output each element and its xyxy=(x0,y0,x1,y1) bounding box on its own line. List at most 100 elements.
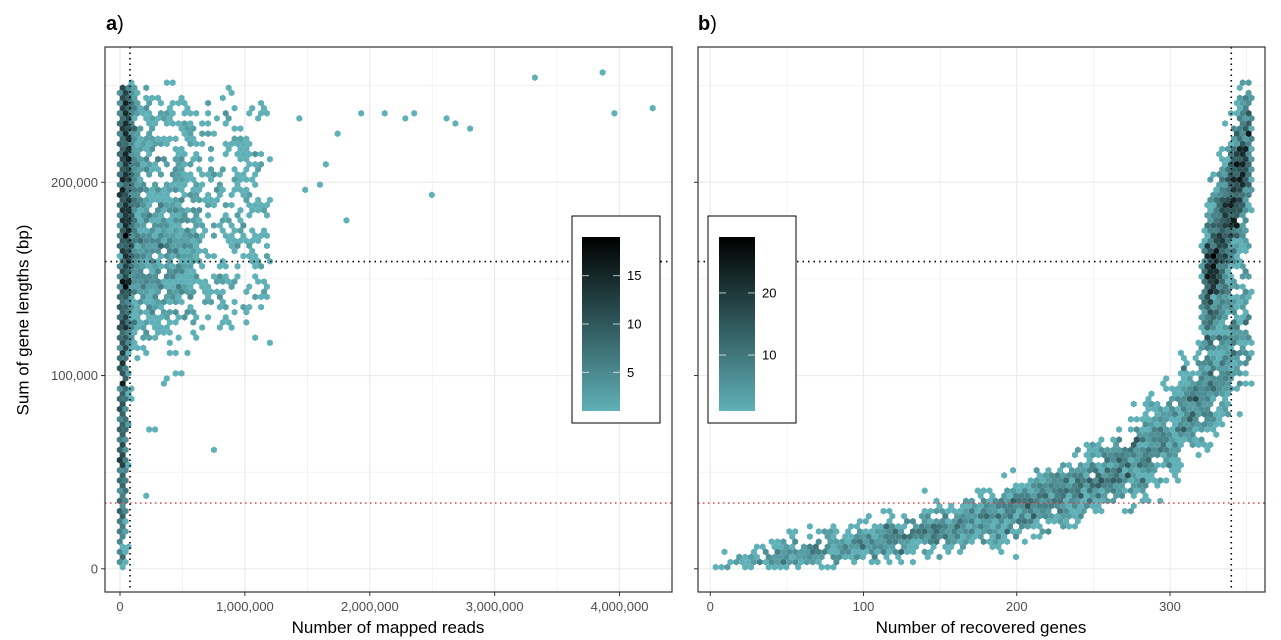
panel-b-hexbin xyxy=(1136,441,1143,449)
panel-a-hexbin xyxy=(122,140,129,148)
panel-a-hexbin xyxy=(211,232,217,240)
panel-b-hexbin xyxy=(818,553,825,561)
panel-b-hexbin xyxy=(765,563,772,571)
panel-a-hexbin xyxy=(116,293,123,301)
panel-b-hexbin xyxy=(1013,512,1019,520)
panel-a-hexbin xyxy=(134,324,141,331)
panel-a-hexbin xyxy=(184,257,191,265)
panel-b-hexbin xyxy=(1219,155,1226,163)
panel-a-hexbin xyxy=(175,181,182,189)
panel-b-hexbin xyxy=(933,538,940,546)
panel-b-hexbin xyxy=(1071,482,1078,489)
panel-b-hexbin xyxy=(1228,364,1234,372)
panel-b-hexbin xyxy=(1222,283,1229,291)
panel-b-hexbin xyxy=(1151,405,1158,413)
panel-b-hexbin xyxy=(845,528,852,535)
panel-a-hexbin xyxy=(199,283,206,291)
panel-b-hexbin xyxy=(1148,421,1155,428)
panel-a-hexbin xyxy=(143,217,150,224)
panel-b-hexbin xyxy=(889,523,896,530)
panel-a-hexbin xyxy=(158,171,164,178)
panel-a-hexbin xyxy=(143,94,150,102)
panel-b-legend-tick-label: 20 xyxy=(762,285,776,300)
panel-b-hexbin xyxy=(945,538,952,546)
panel-b-hexbin xyxy=(892,548,899,556)
panel-b-hexbin xyxy=(1204,283,1211,291)
panel-b-hexbin xyxy=(1204,446,1211,454)
panel-b-hexbin xyxy=(977,533,984,540)
panel-a-hexbin xyxy=(163,283,170,291)
panel-b-hexbin xyxy=(809,548,816,556)
panel-a-hexbin xyxy=(134,232,141,240)
panel-a-legend-tick-label: 10 xyxy=(627,317,641,332)
panel-a-hexbin xyxy=(146,283,153,291)
panel-a-hexbin xyxy=(190,237,197,245)
panel-b-hexbin xyxy=(1228,211,1234,219)
panel-b-hexbin xyxy=(774,548,781,556)
panel-a-hexbin xyxy=(146,242,153,250)
panel-b-hexbin xyxy=(845,548,852,556)
panel-b-hexbin xyxy=(1086,456,1093,464)
panel-b-hexbin xyxy=(1230,339,1237,347)
panel-b-hexbin xyxy=(927,507,934,515)
panel-b-hexbin xyxy=(1219,166,1226,173)
panel-a-hexbin xyxy=(211,252,217,260)
panel-a-hexbin xyxy=(122,405,129,413)
panel-a-x-tick-label: 2,000,000 xyxy=(341,599,399,614)
panel-a-hexbin xyxy=(146,334,153,342)
panel-b-hexbin xyxy=(898,558,905,566)
panel-a-hexbin xyxy=(149,237,156,245)
panel-b-hexbin xyxy=(1219,308,1226,316)
panel-a-hexbin xyxy=(137,247,144,255)
panel-b-hexbin xyxy=(918,523,925,530)
panel-a-hexbin xyxy=(205,171,211,178)
panel-b-hexbin xyxy=(1236,319,1243,326)
panel-b-hexbin xyxy=(1145,466,1152,474)
panel-a-hexbin xyxy=(261,227,267,234)
panel-a-hexbin xyxy=(160,135,167,143)
panel-b-hexbin xyxy=(1230,135,1237,143)
panel-b-hexbin xyxy=(1133,456,1140,464)
panel-a-hexbin xyxy=(143,308,150,316)
panel-b-hexbin xyxy=(1225,288,1231,296)
panel-a-hexbin xyxy=(211,222,217,229)
panel-b-hexbin xyxy=(1236,135,1243,143)
panel-a-hexbin xyxy=(160,380,167,387)
panel-b-hexbin xyxy=(1086,477,1093,484)
panel-b-hexbin xyxy=(1236,339,1243,347)
panel-b-hexbin xyxy=(1222,191,1229,199)
panel-a-hexbin xyxy=(137,186,144,194)
panel-a-hexbin xyxy=(240,303,247,311)
panel-b-hexbin xyxy=(924,533,931,540)
panel-b-hexbin xyxy=(921,548,928,556)
panel-b-hexbin xyxy=(824,563,831,571)
panel-a-hexbin xyxy=(166,206,173,214)
panel-b-hexbin xyxy=(1183,410,1190,418)
panel-b-hexbin xyxy=(1101,451,1108,459)
panel-a-hexbin xyxy=(116,252,123,260)
panel-b-hexbin xyxy=(1163,385,1170,393)
panel-b-hexbin xyxy=(1204,405,1211,413)
panel-a-hexbin xyxy=(128,313,135,321)
panel-a-hexbin xyxy=(243,145,250,153)
panel-a-hexbin xyxy=(119,370,126,377)
panel-a-hexbin xyxy=(158,201,164,209)
panel-b-hexbin xyxy=(974,528,981,535)
panel-b-hexbin xyxy=(753,553,760,561)
panel-a-hexbin xyxy=(193,242,200,250)
panel-b-hexbin xyxy=(815,528,822,535)
panel-a-hexbin xyxy=(172,227,179,234)
panel-b-hexbin xyxy=(1230,125,1237,132)
panel-b-hexbin xyxy=(1051,517,1058,525)
panel-a-hexbin xyxy=(193,109,200,117)
panel-b-hexbin xyxy=(901,523,908,530)
panel-b-hexbin xyxy=(1230,359,1237,367)
panel-b-hexbin xyxy=(1230,217,1237,224)
panel-a-hexbin xyxy=(266,257,273,265)
panel-a-hexbin xyxy=(190,319,197,326)
panel-b-hexbin xyxy=(1007,492,1014,500)
panel-b-hexbin xyxy=(1216,303,1223,311)
panel-a-hexbin xyxy=(155,186,161,194)
panel-b-hexbin xyxy=(1113,472,1120,479)
panel-b-hexbin xyxy=(1222,344,1229,352)
